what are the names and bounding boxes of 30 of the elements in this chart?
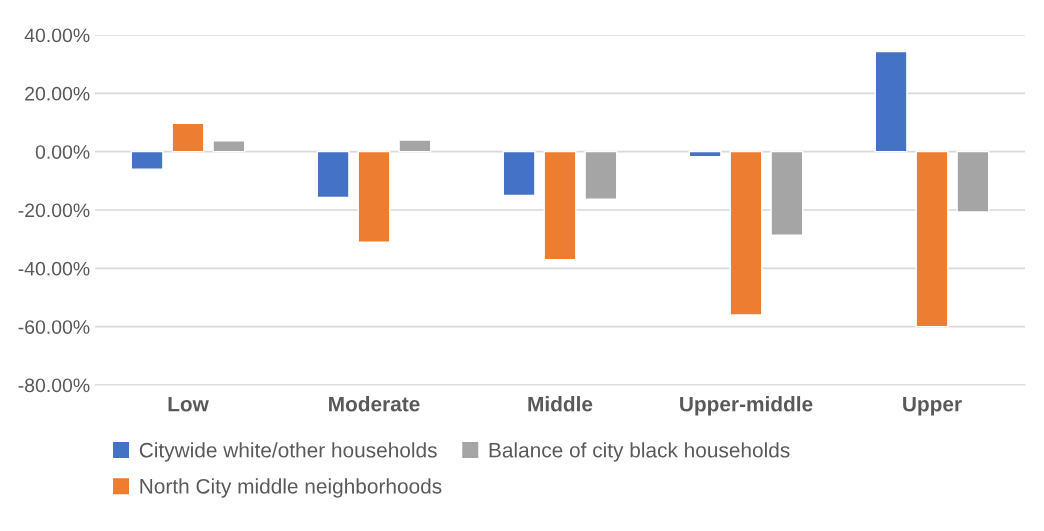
bar [874,50,908,153]
legend-label: Balance of city black households [489,442,790,462]
x-tick-label: Moderate [329,396,420,412]
bar [729,150,763,316]
x-tick-label: Upper-middle [680,396,813,416]
bar [956,150,990,213]
y-tick-label: 20.00% [25,86,90,101]
y-tick-label: -60.00% [18,320,90,334]
y-tick-label: -80.00% [18,378,90,393]
y-tick-label: 40.00% [24,28,90,43]
bar [212,140,246,153]
bar [357,150,391,243]
y-tick-label: -40.00% [18,261,90,276]
bar [915,150,949,328]
x-tick-label: Middle [528,396,593,412]
x-tick-label: Low [168,396,209,412]
bar [770,150,804,236]
bar [171,122,205,153]
legend-label: North City middle neighborhoods [140,478,442,498]
y-tick-label: 0.00% [35,145,90,159]
bar [688,150,722,158]
bar [584,150,618,200]
bar [398,139,432,153]
bar [543,150,577,261]
legend-label: Citywide white/other households [139,442,437,462]
bar [316,150,350,199]
y-tick-label: -20.00% [18,203,90,218]
bar [130,150,164,170]
x-tick-label: Upper [903,396,962,416]
bar [502,150,536,197]
